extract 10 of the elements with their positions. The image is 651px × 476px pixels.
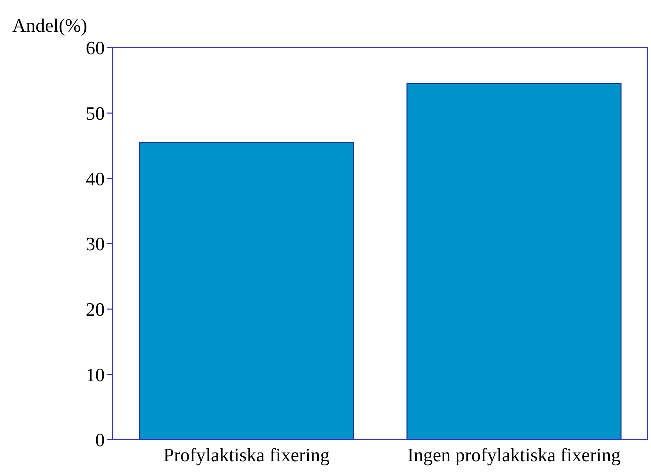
y-tick-label: 0 [96,430,105,452]
y-tick-label: 20 [86,300,105,322]
y-tick-label: 60 [86,38,105,60]
x-tick-label: Ingen profylaktiska fixering [408,445,622,466]
y-axis-title: Andel(%) [12,16,88,37]
y-tick-label: 40 [86,169,105,190]
y-tick-label: 50 [86,104,105,126]
y-tick-label: 30 [86,234,105,256]
x-tick-label: Profylaktiska fixering [164,445,330,466]
y-tick-label: 10 [86,365,105,386]
